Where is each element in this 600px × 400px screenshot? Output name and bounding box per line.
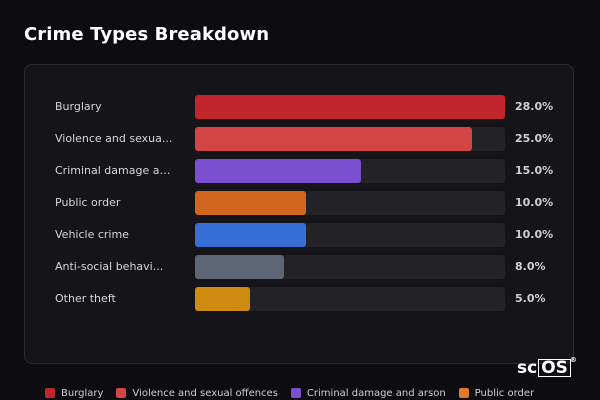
legend-label: Public order <box>474 387 535 399</box>
bar-track <box>195 95 505 119</box>
legend-swatch <box>458 388 469 398</box>
chart-legend: Burglary Violence and sexual offences Crim… <box>45 386 547 400</box>
bar-value-label: 28.0% <box>515 100 554 113</box>
bar-row: Vehicle crime 10.0% <box>25 223 573 247</box>
bar <box>195 159 361 183</box>
bar-row: Public order 10.0% <box>25 191 573 215</box>
legend-item: Burglary <box>45 386 103 400</box>
legend-item: Public order <box>458 386 535 400</box>
bar <box>195 255 284 279</box>
bar <box>195 223 306 247</box>
bar-track <box>195 255 505 279</box>
legend-swatch <box>290 388 301 398</box>
bar-track <box>195 287 505 311</box>
bar <box>195 95 505 119</box>
bar-track <box>195 127 505 151</box>
bar-value-label: 10.0% <box>515 196 554 209</box>
brand-logo: sc OS ® <box>517 356 577 378</box>
legend-label: Burglary <box>61 387 104 399</box>
bar-value-label: 8.0% <box>515 260 546 273</box>
legend-label: Violence and sexual offences <box>132 387 278 399</box>
bar-category-label: Criminal damage an... <box>55 164 175 177</box>
brand-box: OS <box>538 359 571 377</box>
bar-track <box>195 223 505 247</box>
bar-value-label: 10.0% <box>515 228 554 241</box>
bar-value-label: 5.0% <box>515 292 546 305</box>
brand-prefix: sc <box>517 358 538 378</box>
bar-row: Anti-social behavi... 8.0% <box>25 255 573 279</box>
legend-swatch <box>45 388 55 398</box>
legend-item: Violence and sexual offences <box>116 386 278 400</box>
bar-row: Criminal damage an... 15.0% <box>25 159 573 183</box>
bar-row: Other theft 5.0% <box>25 287 573 311</box>
bar-track <box>195 159 505 183</box>
bar-category-label: Public order <box>55 196 121 209</box>
bar-value-label: 25.0% <box>515 132 554 145</box>
bar <box>195 287 250 311</box>
chart-title: Crime Types Breakdown <box>24 24 270 45</box>
legend-label: Criminal damage and arson <box>306 387 446 399</box>
bar <box>195 127 472 151</box>
bar <box>195 191 306 215</box>
bar-row: Burglary 28.0% <box>25 95 573 119</box>
bar-value-label: 15.0% <box>515 164 554 177</box>
bar-category-label: Violence and sexua... <box>55 132 173 145</box>
bar-category-label: Anti-social behavi... <box>55 260 164 273</box>
brand-registered-mark: ® <box>569 356 577 364</box>
bar-category-label: Vehicle crime <box>55 228 129 241</box>
chart-card: Burglary 28.0% Violence and sexua... 25.0% C… <box>24 64 574 364</box>
bar-row: Violence and sexua... 25.0% <box>25 127 573 151</box>
bar-category-label: Other theft <box>55 292 116 305</box>
bar-track <box>195 191 505 215</box>
legend-item: Criminal damage and arson <box>290 386 446 400</box>
bar-category-label: Burglary <box>55 100 102 113</box>
legend-swatch <box>116 388 127 398</box>
